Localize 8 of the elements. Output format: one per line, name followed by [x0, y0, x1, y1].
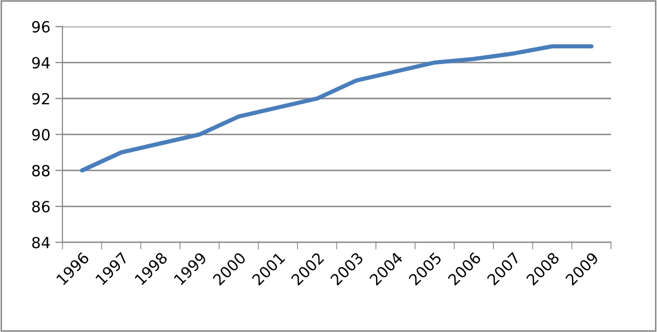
- line-series: [80, 44, 594, 173]
- y-tick-label: 96: [32, 21, 50, 33]
- y-tick-label: 86: [32, 200, 50, 212]
- y-tick-label: 92: [32, 92, 50, 105]
- y-tick-label: 90: [32, 128, 50, 140]
- y-tick-label: 84: [32, 236, 50, 248]
- y-tick-label: 94: [32, 56, 50, 69]
- y-tick-label: 88: [32, 164, 50, 176]
